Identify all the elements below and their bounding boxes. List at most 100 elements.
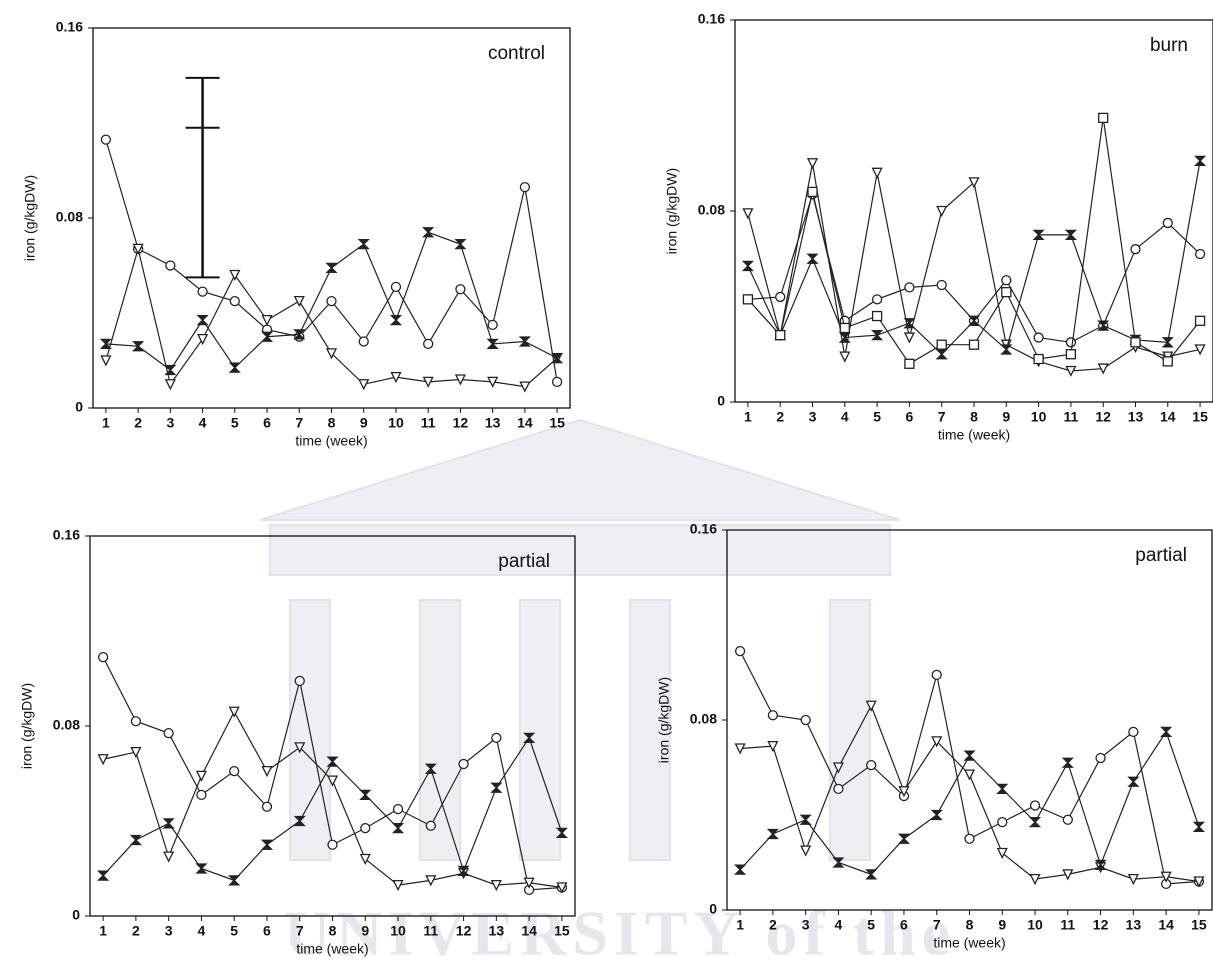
marker — [131, 717, 140, 726]
marker — [1162, 727, 1171, 736]
marker — [164, 819, 173, 828]
marker — [1002, 288, 1011, 297]
marker — [361, 824, 370, 833]
marker — [1063, 815, 1072, 824]
marker — [361, 790, 370, 799]
marker — [166, 261, 175, 270]
marker — [937, 207, 946, 216]
x-tick-label: 15 — [549, 415, 565, 431]
marker — [426, 821, 435, 830]
marker — [198, 335, 207, 344]
marker — [776, 331, 785, 340]
x-tick-label: 5 — [873, 409, 881, 425]
chart-panel: 00.080.16123456789101112131415time (week… — [664, 11, 1213, 443]
marker — [456, 285, 465, 294]
y-tick-label: 0.08 — [690, 711, 717, 727]
marker — [359, 240, 368, 249]
x-tick-label: 7 — [296, 923, 304, 939]
marker — [808, 187, 817, 196]
x-tick-label: 12 — [453, 415, 469, 431]
x-tick-label: 12 — [1093, 917, 1109, 933]
marker — [198, 287, 207, 296]
marker — [736, 865, 745, 874]
chart-title: burn — [1150, 35, 1188, 56]
marker — [488, 320, 497, 329]
y-axis-label: iron (g/kgDW) — [19, 683, 35, 769]
x-tick-label: 2 — [769, 917, 777, 933]
x-tick-label: 9 — [360, 415, 368, 431]
y-tick-label: 0.08 — [53, 717, 80, 733]
marker — [1131, 245, 1140, 254]
x-tick-label: 14 — [521, 923, 537, 939]
x-tick-label: 8 — [970, 409, 978, 425]
marker — [965, 751, 974, 760]
chart-panel: 00.080.16123456789101112131415time (week… — [656, 521, 1212, 951]
watermark-text: UNIVERSITY of the — [284, 898, 956, 966]
x-tick-label: 1 — [736, 917, 744, 933]
x-tick-label: 5 — [867, 917, 875, 933]
marker — [295, 676, 304, 685]
marker — [295, 297, 304, 306]
x-tick-label: 15 — [1191, 917, 1207, 933]
marker — [164, 852, 173, 861]
marker — [101, 356, 110, 365]
marker — [1002, 276, 1011, 285]
x-axis-label: time (week) — [933, 935, 1005, 951]
x-tick-label: 9 — [361, 923, 369, 939]
marker — [101, 135, 110, 144]
x-tick-label: 12 — [1095, 409, 1111, 425]
x-tick-label: 14 — [517, 415, 533, 431]
x-tick-label: 4 — [198, 923, 206, 939]
x-tick-label: 9 — [1002, 409, 1010, 425]
marker — [391, 282, 400, 291]
marker — [808, 254, 817, 263]
marker — [1063, 758, 1072, 767]
marker — [492, 783, 501, 792]
x-tick-label: 14 — [1160, 409, 1176, 425]
marker — [743, 295, 752, 304]
marker — [808, 159, 817, 168]
marker — [164, 729, 173, 738]
marker — [965, 770, 974, 779]
y-tick-label: 0.16 — [698, 11, 725, 27]
x-tick-label: 9 — [998, 917, 1006, 933]
marker — [327, 297, 336, 306]
marker — [1096, 754, 1105, 763]
marker — [456, 240, 465, 249]
y-tick-label: 0.08 — [698, 202, 725, 218]
marker — [327, 263, 336, 272]
marker — [553, 377, 562, 386]
x-axis-label: time (week) — [938, 427, 1010, 443]
marker — [1163, 357, 1172, 366]
marker — [394, 824, 403, 833]
x-tick-label: 13 — [489, 923, 505, 939]
marker — [867, 761, 876, 770]
marker — [840, 352, 849, 361]
x-tick-label: 11 — [421, 415, 436, 431]
marker — [230, 767, 239, 776]
marker — [197, 790, 206, 799]
series-line — [106, 140, 557, 382]
marker — [230, 297, 239, 306]
marker — [230, 707, 239, 716]
x-tick-label: 4 — [841, 409, 849, 425]
x-axis-label: time (week) — [295, 433, 367, 449]
marker — [263, 316, 272, 325]
marker — [1196, 345, 1205, 354]
marker — [840, 323, 849, 332]
marker — [834, 784, 843, 793]
marker — [801, 716, 810, 725]
marker — [99, 653, 108, 662]
marker — [867, 870, 876, 879]
x-tick-label: 2 — [132, 923, 140, 939]
x-tick-label: 10 — [390, 923, 406, 939]
marker — [262, 767, 271, 776]
y-tick-label: 0 — [75, 399, 83, 415]
x-tick-label: 10 — [1031, 409, 1047, 425]
marker — [970, 340, 979, 349]
marker — [905, 283, 914, 292]
x-tick-label: 1 — [744, 409, 752, 425]
marker — [768, 711, 777, 720]
chart-title: partial — [498, 551, 550, 572]
